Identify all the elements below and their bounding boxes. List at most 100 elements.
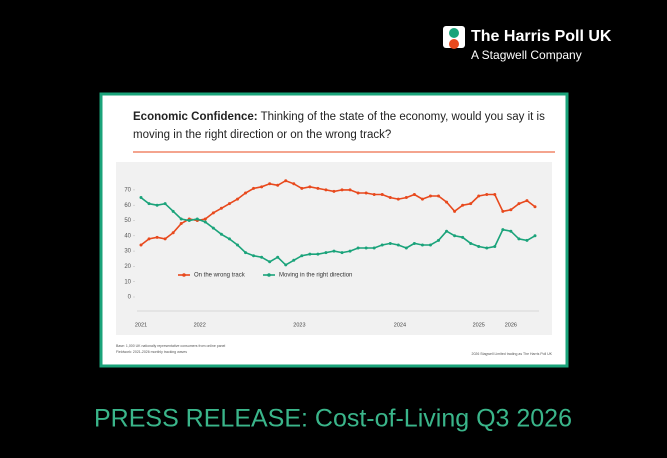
point	[364, 246, 368, 250]
point	[380, 243, 384, 247]
point	[509, 208, 513, 212]
point	[461, 203, 465, 207]
point	[525, 238, 529, 242]
point	[227, 202, 231, 206]
point	[388, 196, 392, 200]
point	[493, 245, 497, 249]
point	[276, 255, 280, 259]
point	[219, 206, 223, 210]
point	[284, 263, 288, 267]
legend-label: Moving in the right direction	[279, 273, 352, 279]
point	[372, 246, 376, 250]
point	[171, 231, 175, 235]
y-tick-label: 40	[124, 233, 131, 239]
point	[179, 222, 183, 226]
brand-name: The Harris Poll UK	[471, 28, 612, 45]
point	[453, 209, 457, 213]
point	[155, 235, 159, 239]
point	[469, 241, 473, 245]
point	[260, 185, 264, 189]
point	[219, 232, 223, 236]
point	[412, 192, 416, 196]
point	[316, 186, 320, 190]
point	[276, 183, 280, 187]
point	[461, 235, 465, 239]
legend-marker	[267, 273, 271, 277]
point	[340, 188, 344, 192]
y-tick-label: 20	[124, 264, 131, 270]
point	[493, 192, 497, 196]
point	[163, 237, 167, 241]
series-line	[140, 196, 536, 266]
point	[203, 217, 207, 221]
point	[147, 237, 151, 241]
x-year-label: 2024	[394, 322, 406, 328]
point	[485, 246, 489, 250]
point	[292, 182, 296, 186]
point	[533, 205, 537, 209]
point	[437, 194, 441, 198]
point	[316, 252, 320, 256]
point	[244, 251, 248, 255]
point	[163, 202, 167, 206]
x-year-label: 2022	[194, 322, 206, 328]
point	[428, 194, 432, 198]
point	[396, 243, 400, 247]
point	[437, 238, 441, 242]
point	[155, 203, 159, 207]
point	[324, 188, 328, 192]
legend-label: On the wrong track	[194, 273, 246, 279]
point	[332, 249, 336, 253]
brand-tagline: A Stagwell Company	[471, 48, 582, 62]
title-bold: Economic Confidence:	[133, 111, 258, 123]
point	[517, 237, 521, 241]
point	[485, 192, 489, 196]
point	[404, 246, 408, 250]
point	[252, 186, 256, 190]
y-tick-label: 60	[124, 203, 131, 209]
point	[388, 241, 392, 245]
x-year-label: 2025	[473, 322, 485, 328]
point	[412, 241, 416, 245]
logo-dot	[449, 39, 459, 49]
point	[300, 254, 304, 258]
point	[533, 234, 537, 238]
point	[420, 197, 424, 201]
point	[195, 217, 199, 221]
point	[404, 196, 408, 200]
point	[308, 185, 312, 189]
credit: 2026 Stagwell Limited trading as The Har…	[472, 352, 553, 356]
point	[356, 246, 360, 250]
point	[244, 191, 248, 195]
y-tick-label: 50	[124, 218, 131, 224]
point	[203, 220, 207, 224]
y-tick-label: 0	[128, 295, 132, 301]
point	[211, 226, 215, 230]
point	[445, 200, 449, 204]
point	[501, 209, 505, 213]
point	[356, 191, 360, 195]
point	[340, 251, 344, 255]
point	[348, 249, 352, 253]
point	[179, 217, 183, 221]
point	[477, 245, 481, 249]
legend-marker	[182, 273, 186, 277]
point	[420, 243, 424, 247]
point	[517, 202, 521, 206]
slide-title: Economic Confidence: Thinking of the sta…	[133, 111, 545, 123]
footnote: Fieldwork: 2021-2026 monthly tracking wa…	[116, 350, 187, 354]
point	[348, 188, 352, 192]
point	[187, 219, 191, 222]
footnote: Base: 1,000 UK nationally representative…	[116, 344, 226, 348]
point	[268, 182, 272, 186]
point	[268, 260, 272, 264]
x-year-label: 2026	[505, 322, 517, 328]
point	[252, 254, 256, 258]
point	[171, 209, 175, 213]
logo-dot	[449, 28, 459, 38]
point	[453, 234, 457, 238]
point	[477, 194, 481, 198]
slide-title-line2: moving in the right direction or on the …	[133, 129, 391, 141]
point	[469, 202, 473, 206]
